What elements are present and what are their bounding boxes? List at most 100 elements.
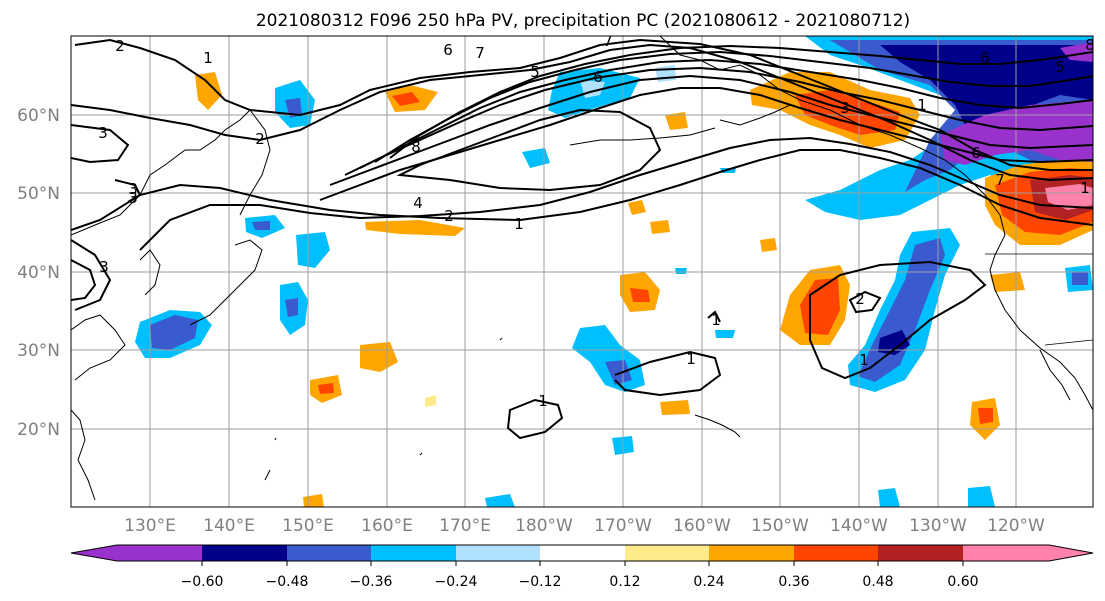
contour-label: 1 — [538, 392, 548, 410]
colorbar-tick-label: 0.36 — [778, 574, 809, 590]
coast-korea — [139, 249, 161, 296]
contour-label: 1 — [859, 351, 869, 369]
precip-blob-se-inner — [978, 408, 993, 424]
contour-label: 7 — [995, 171, 1005, 189]
coast-asia-east — [71, 109, 251, 236]
precip-blob-s-2 — [485, 494, 515, 507]
contour-label: 7 — [603, 32, 613, 50]
pv-contour-c-3 — [707, 310, 721, 323]
precip-blob-w-1b — [285, 298, 298, 317]
contour-label: 3 — [128, 180, 138, 198]
coast-na-west — [989, 214, 1093, 411]
colorbar-segment — [202, 545, 287, 561]
colorbar-tick-label: 0.60 — [947, 574, 978, 590]
precip-blob-tiny-2 — [675, 268, 687, 274]
precip-blob-se-2 — [878, 488, 900, 507]
colorbar-ticks — [201, 561, 964, 566]
lon-label: 130°E — [124, 516, 176, 536]
pv-contour-w-3 — [71, 124, 130, 164]
lon-label: 130°W — [909, 516, 967, 536]
colorbar-segments — [71, 545, 1093, 561]
pv-contour-w-3b — [114, 179, 142, 203]
colorbar-tick-label: 0.12 — [609, 574, 640, 590]
coast-hawaii — [694, 414, 741, 438]
contour-label: 2 — [255, 130, 265, 148]
precip-blob-w-2 — [296, 232, 330, 268]
pv-contour-sw — [71, 239, 112, 311]
precip-blob-sma — [628, 200, 646, 215]
precip-blob-se-1 — [968, 486, 995, 507]
precip-blob-east-dark — [878, 330, 910, 355]
contour-label: 6 — [971, 144, 981, 162]
contour-label: 2 — [115, 37, 125, 55]
precip-blob-c-1b — [630, 288, 650, 302]
precip-blob-e-small-b — [1072, 272, 1088, 285]
border-us-mex — [1044, 339, 1093, 346]
coast-philippines — [71, 409, 96, 501]
contour-label: 6 — [593, 68, 603, 86]
precip-blob-sme — [665, 112, 688, 130]
coast-aleutians — [569, 127, 716, 146]
colorbar-tick-labels: −0.60 −0.48 −0.36 −0.24 −0.12 0.12 0.24 … — [181, 574, 979, 590]
lon-label: 150°W — [751, 516, 809, 536]
pv-contour-c-1 — [614, 350, 722, 397]
lon-label: 150°E — [282, 516, 334, 536]
coast-kamchatka — [239, 109, 271, 216]
contour-label: 7 — [475, 44, 485, 62]
lat-label: 30°N — [17, 341, 60, 361]
contour-label: 6 — [443, 41, 453, 59]
precip-blob-sw-inner — [150, 315, 198, 350]
colorbar-tick-label: −0.36 — [350, 574, 393, 590]
colorbar-tick-label: −0.60 — [181, 574, 224, 590]
pv-contour-5 — [344, 66, 1093, 176]
pv-contour-e-loop — [809, 260, 987, 380]
coast-japan — [189, 239, 263, 326]
colorbar-segment — [456, 545, 540, 561]
lon-label: 170°E — [439, 516, 491, 536]
contour-label: 3 — [99, 258, 109, 276]
lon-label: 140°W — [830, 516, 888, 536]
contour-label: 8 — [1085, 36, 1095, 54]
precip-blob-w-3b — [252, 221, 270, 230]
colorbar-segment — [625, 545, 709, 561]
lat-label: 20°N — [17, 420, 60, 440]
colorbar-segment — [794, 545, 878, 561]
contour-label: 6 — [980, 49, 990, 67]
precip-positive-shading — [195, 72, 1093, 507]
precip-blob-w-b2 — [318, 383, 334, 394]
pv-contour-inner-loop — [396, 108, 662, 192]
colorbar-segment — [117, 545, 202, 561]
precip-blob-band — [365, 220, 465, 236]
contour-label: 8 — [411, 138, 421, 156]
precip-blob-smf — [425, 395, 436, 407]
pv-contour-labels: 2 1 3 2 3 3 3 6 7 5 6 7 8 4 2 1 3 1 6 5 — [98, 32, 1095, 410]
contour-label: 1 — [711, 311, 721, 329]
colorbar-segment — [371, 545, 456, 561]
contour-label: 3 — [128, 189, 138, 207]
coast-alaska-pen — [719, 104, 791, 126]
longitude-labels: 130°E 140°E 150°E 160°E 170°E 180°W 170°… — [124, 516, 1045, 536]
pv-contours — [71, 38, 1093, 440]
precip-blob-smd — [660, 400, 690, 415]
pv-contour-4 — [329, 74, 1093, 186]
contour-label: 1 — [514, 215, 524, 233]
pv-contour-sw-2 — [71, 259, 97, 301]
lon-label: 120°W — [987, 516, 1045, 536]
islands-pacific — [264, 337, 503, 481]
colorbar-tick-label: −0.48 — [266, 574, 309, 590]
contour-label: 2 — [444, 207, 454, 225]
colorbar-segment — [878, 545, 963, 561]
contour-label: 3 — [98, 124, 108, 142]
lon-label: 170°W — [594, 516, 652, 536]
precip-blob-nw-b2 — [392, 92, 420, 106]
coastlines — [71, 36, 1093, 501]
pv-contour-c-2 — [506, 398, 564, 440]
precip-blob-ne-dark — [880, 45, 1093, 130]
lon-label: 140°E — [203, 516, 255, 536]
lon-label: 180°W — [515, 516, 573, 536]
colorbar-segment — [540, 545, 625, 561]
contour-label: 1 — [917, 96, 927, 114]
contour-label: 1 — [203, 49, 213, 67]
precip-blob-tiny-1 — [715, 330, 735, 338]
